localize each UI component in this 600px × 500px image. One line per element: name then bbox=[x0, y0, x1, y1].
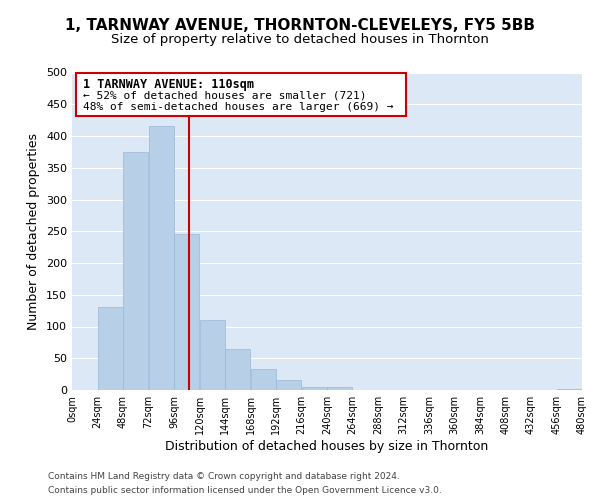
Bar bbox=[251, 369, 275, 390]
Bar bbox=[124, 152, 148, 390]
Bar bbox=[226, 348, 250, 390]
Bar bbox=[200, 320, 224, 390]
Bar bbox=[302, 387, 326, 390]
Bar bbox=[277, 380, 301, 390]
Text: 1, TARNWAY AVENUE, THORNTON-CLEVELEYS, FY5 5BB: 1, TARNWAY AVENUE, THORNTON-CLEVELEYS, F… bbox=[65, 18, 535, 32]
Text: 1 TARNWAY AVENUE: 110sqm: 1 TARNWAY AVENUE: 110sqm bbox=[83, 78, 254, 90]
Text: 48% of semi-detached houses are larger (669) →: 48% of semi-detached houses are larger (… bbox=[83, 102, 393, 112]
Text: Contains HM Land Registry data © Crown copyright and database right 2024.: Contains HM Land Registry data © Crown c… bbox=[48, 472, 400, 481]
Text: Size of property relative to detached houses in Thornton: Size of property relative to detached ho… bbox=[111, 32, 489, 46]
Bar bbox=[98, 308, 122, 390]
Y-axis label: Number of detached properties: Number of detached properties bbox=[28, 132, 40, 330]
Bar bbox=[149, 126, 173, 390]
Text: Contains public sector information licensed under the Open Government Licence v3: Contains public sector information licen… bbox=[48, 486, 442, 495]
X-axis label: Distribution of detached houses by size in Thornton: Distribution of detached houses by size … bbox=[166, 440, 488, 452]
Text: ← 52% of detached houses are smaller (721): ← 52% of detached houses are smaller (72… bbox=[83, 90, 366, 101]
Bar bbox=[76, 72, 406, 116]
Bar bbox=[557, 388, 581, 390]
Bar bbox=[328, 387, 352, 390]
Bar bbox=[175, 234, 199, 390]
